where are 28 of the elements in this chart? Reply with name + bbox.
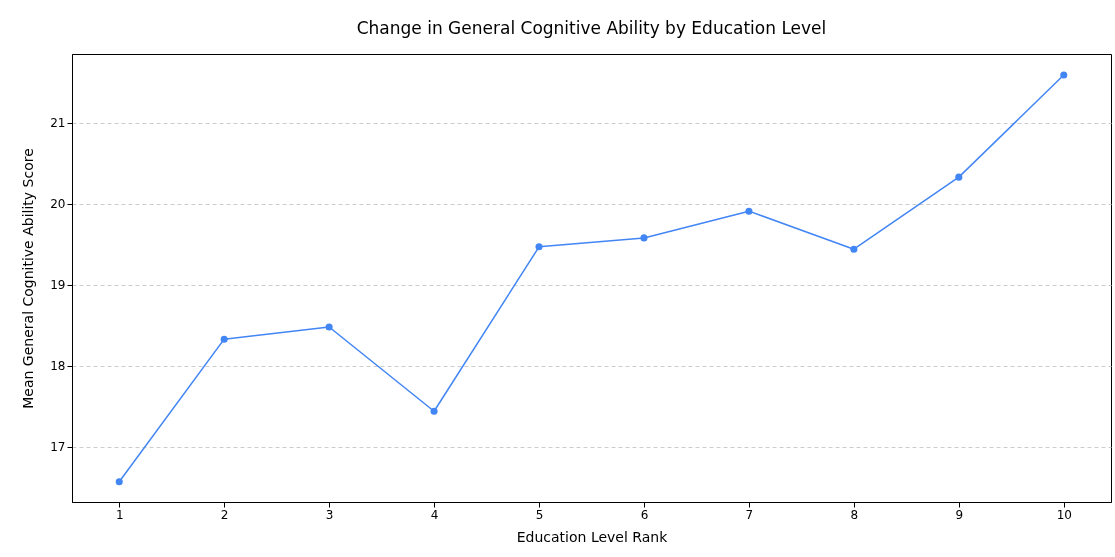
point: [850, 245, 858, 253]
point: [430, 407, 438, 415]
point: [745, 207, 753, 215]
point: [640, 234, 648, 242]
x-tick-label: 4: [430, 507, 439, 522]
x-tick-label: 5: [535, 507, 544, 522]
point: [535, 243, 543, 251]
y-tick-label: 17: [50, 440, 66, 455]
x-tick-label: 6: [640, 507, 649, 522]
point: [220, 335, 228, 343]
point: [955, 173, 963, 181]
point: [1060, 71, 1068, 79]
y-tick-label: 18: [50, 359, 66, 374]
y-tick-label: 21: [50, 116, 66, 131]
chart-title: Change in General Cognitive Ability by Education Level: [356, 18, 827, 38]
x-tick-label: 9: [955, 507, 964, 522]
x-tick-label: 8: [850, 507, 859, 522]
point: [115, 478, 123, 486]
x-tick-label: 7: [745, 507, 754, 522]
x-tick-label: 10: [1056, 507, 1072, 522]
y-axis-title: Mean General Cognitive Ability Score: [20, 148, 37, 409]
x-tick-label: 1: [115, 507, 124, 522]
y-tick-label: 19: [50, 278, 66, 293]
x-tick-label: 3: [325, 507, 334, 522]
x-tick-label: 2: [220, 507, 229, 522]
point: [325, 323, 333, 331]
y-tick-label: 20: [50, 197, 66, 212]
x-axis-title: Education Level Rank: [516, 528, 669, 545]
